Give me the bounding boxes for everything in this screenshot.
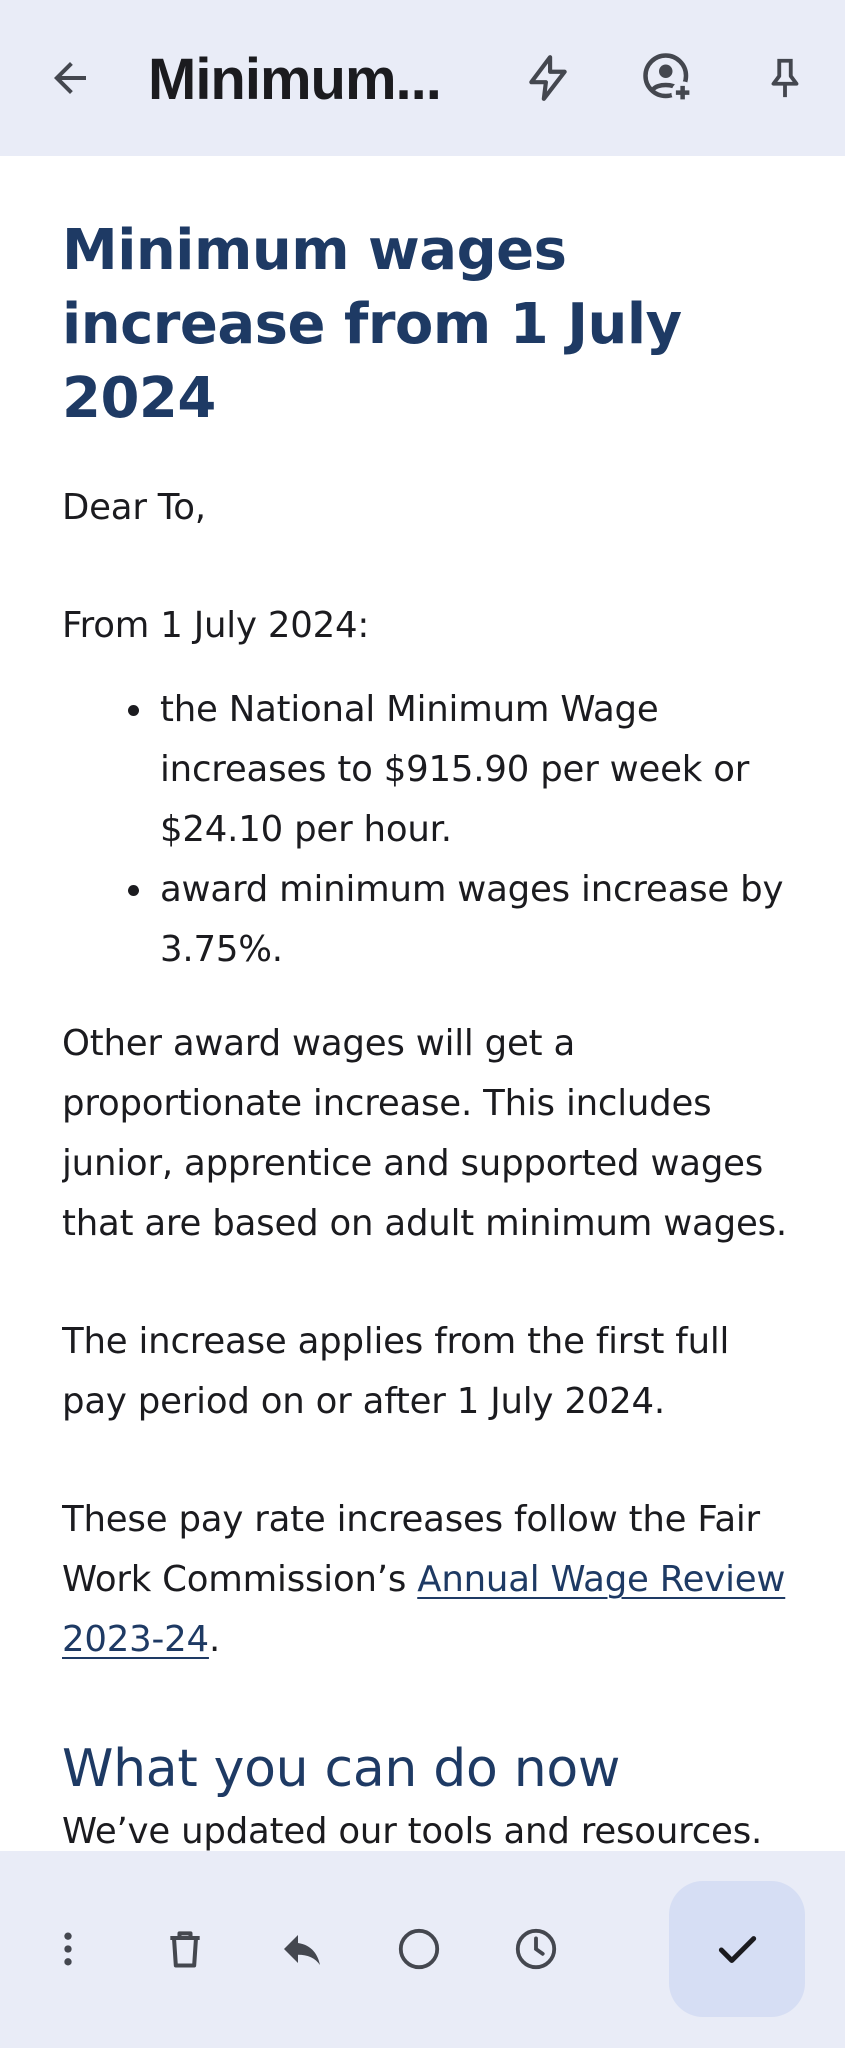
section-heading: What you can do now [62, 1739, 621, 1799]
snooze-button[interactable] [496, 1909, 576, 1989]
paragraph-applies: The increase applies from the first full… [62, 1321, 730, 1422]
greeting: Dear To, [62, 487, 206, 528]
quick-action-button[interactable] [508, 38, 588, 118]
add-contact-button[interactable] [628, 38, 708, 118]
annual-wage-review-link[interactable]: Annual Wage Review 2023-24 [62, 1559, 786, 1660]
delete-button[interactable] [145, 1909, 225, 1989]
follow-prefix: These pay rate increases follow the Fair… [62, 1499, 760, 1600]
clock-icon [515, 1928, 557, 1970]
app-bar-title: Minimum... [148, 47, 442, 112]
follow-suffix: . [208, 1619, 221, 1660]
bullet-list: the National Minimum Wage increases to $… [62, 680, 802, 980]
list-item: award minimum wages increase by 3.75%. [128, 860, 802, 980]
reply-icon [284, 1935, 320, 1965]
add-person-icon [643, 53, 694, 104]
intro-text: From 1 July 2024: [62, 605, 370, 646]
pin-icon [771, 58, 799, 98]
bottom-action-bar [0, 1851, 845, 2048]
more-options-button[interactable] [28, 1909, 108, 1989]
back-button[interactable] [30, 38, 110, 118]
circle-icon [398, 1928, 440, 1970]
done-button[interactable] [669, 1881, 805, 2017]
paragraph-other-wages: Other award wages will get a proportiona… [62, 1023, 787, 1244]
check-icon [718, 1936, 757, 1963]
mark-status-button[interactable] [379, 1909, 459, 1989]
flash-icon [529, 55, 567, 101]
pin-button[interactable] [745, 38, 825, 118]
app-bar: Minimum... [0, 0, 845, 156]
email-body: Minimum wages increase from 1 July 2024 … [62, 156, 802, 1851]
more-vert-icon [64, 1932, 72, 1966]
email-headline: Minimum wages increase from 1 July 2024 [62, 218, 682, 431]
list-item: the National Minimum Wage increases to $… [128, 680, 802, 860]
delete-icon [170, 1931, 200, 1968]
arrow-back-icon [54, 62, 86, 94]
paragraph-follow: These pay rate increases follow the Fair… [62, 1490, 802, 1670]
section-paragraph: We’ve updated our tools and resources. [62, 1811, 763, 1851]
reply-button[interactable] [262, 1909, 342, 1989]
